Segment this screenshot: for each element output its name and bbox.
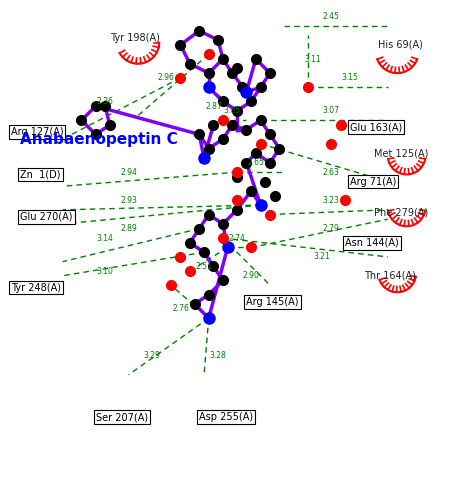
Text: 2.51: 2.51 <box>196 262 212 271</box>
Text: Tyr 198(A): Tyr 198(A) <box>110 33 160 43</box>
Text: Arg 71(A): Arg 71(A) <box>350 177 396 187</box>
Text: 2.93: 2.93 <box>120 196 137 205</box>
Text: 2.89: 2.89 <box>120 224 137 233</box>
Text: Arg 127(A): Arg 127(A) <box>11 127 64 137</box>
Text: 2.79: 2.79 <box>323 224 340 233</box>
Text: Arg 145(A): Arg 145(A) <box>246 297 299 307</box>
Text: 2.63: 2.63 <box>323 168 340 177</box>
Text: 2.45: 2.45 <box>323 12 340 21</box>
Text: 2.90: 2.90 <box>243 271 260 280</box>
Text: Glu 163(A): Glu 163(A) <box>350 122 402 132</box>
Text: Asn 144(A): Asn 144(A) <box>346 238 399 248</box>
Text: 3.23: 3.23 <box>323 196 340 205</box>
Text: 2.87: 2.87 <box>205 101 222 111</box>
Text: Zn  1(D): Zn 1(D) <box>20 169 61 180</box>
Text: 2.96: 2.96 <box>158 73 175 82</box>
Text: 2.74: 2.74 <box>228 234 246 243</box>
Text: 3.07: 3.07 <box>323 106 340 115</box>
Text: Ser 207(A): Ser 207(A) <box>96 412 148 422</box>
Text: 3.21: 3.21 <box>313 252 330 261</box>
Text: Glu 270(A): Glu 270(A) <box>20 212 73 222</box>
Text: Anabaenopeptin C: Anabaenopeptin C <box>20 132 178 147</box>
Text: 3.05: 3.05 <box>224 106 241 115</box>
Text: His 69(A): His 69(A) <box>378 40 423 50</box>
Text: 2.76: 2.76 <box>172 304 189 313</box>
Text: 3.15: 3.15 <box>342 73 358 82</box>
Text: 3.29: 3.29 <box>144 351 161 360</box>
Text: 2.94: 2.94 <box>120 168 137 177</box>
Text: 3.11: 3.11 <box>304 54 321 63</box>
Text: Thr 164(A): Thr 164(A) <box>364 271 416 281</box>
Text: Phe 279(A): Phe 279(A) <box>374 207 428 217</box>
Text: 3.28: 3.28 <box>210 351 227 360</box>
Text: Asp 255(A): Asp 255(A) <box>199 412 254 422</box>
Text: Met 125(A): Met 125(A) <box>374 148 428 158</box>
Text: Tyr 248(A): Tyr 248(A) <box>11 283 61 293</box>
Text: 3.10: 3.10 <box>97 267 113 276</box>
Text: 3.14: 3.14 <box>97 234 113 243</box>
Text: 2.36: 2.36 <box>97 97 113 106</box>
Text: 2.65: 2.65 <box>247 158 264 167</box>
